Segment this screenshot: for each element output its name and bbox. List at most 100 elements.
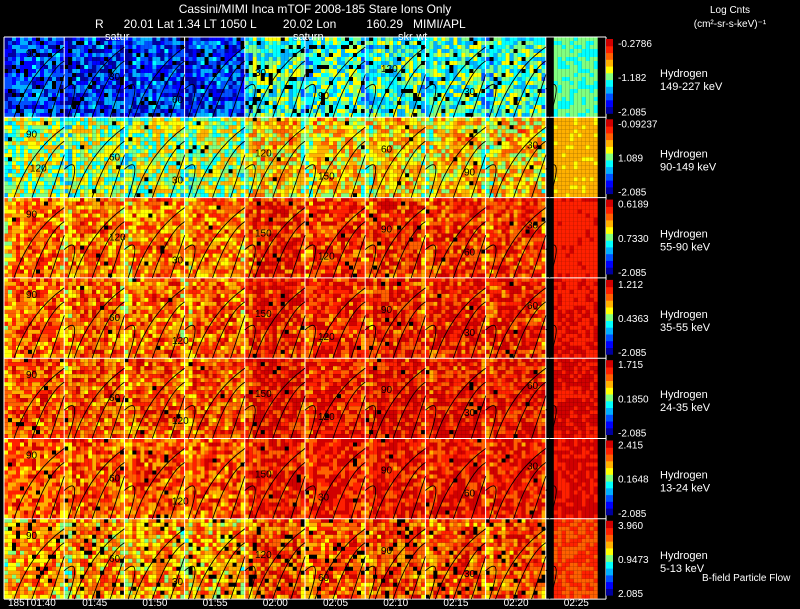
- contour-line: [272, 60, 306, 118]
- contour-line: [314, 528, 366, 600]
- contour-line: [272, 381, 306, 439]
- energy-label: 55-90 keV: [660, 242, 711, 254]
- contour-label: 90: [381, 305, 393, 316]
- contour-line: [73, 126, 125, 198]
- time-tick: 02:20: [504, 598, 529, 609]
- contour-line: [73, 367, 125, 439]
- contour-line: [374, 367, 426, 439]
- contour-line: [314, 126, 366, 198]
- contour-line: [31, 542, 65, 600]
- energy-label: 24-35 keV: [660, 402, 711, 414]
- contour-label: 30: [464, 328, 476, 339]
- contour-line: [184, 244, 196, 279]
- colorbar-max: -0.09237: [618, 119, 658, 130]
- colorbar-mid: 0.1850: [618, 394, 649, 405]
- contour-line: [425, 405, 437, 439]
- contour-label: 30: [464, 87, 476, 98]
- contour-line: [212, 462, 246, 519]
- contour-label: 150: [255, 229, 272, 240]
- contour-line: [124, 324, 136, 359]
- heatmap-row-3: [4, 277, 606, 358]
- contour-label: 60: [172, 95, 184, 106]
- contour-line: [124, 565, 136, 600]
- contour-line: [151, 60, 185, 118]
- contour-label: 150: [255, 389, 272, 400]
- contour-line: [485, 164, 497, 198]
- contour-line: [332, 301, 366, 359]
- contour-label: 60: [109, 152, 121, 163]
- contour-line: [304, 164, 316, 198]
- contour-line: [392, 462, 426, 519]
- time-tick: 02:05: [323, 598, 348, 609]
- contour-label: 120: [318, 252, 335, 263]
- contour-line: [254, 46, 306, 118]
- contour-label: 30: [255, 68, 267, 79]
- contour-line: [184, 164, 196, 198]
- contour-label: 150: [255, 470, 272, 481]
- contour-line: [495, 367, 547, 439]
- contour-line: [495, 528, 547, 600]
- contour-line: [392, 140, 426, 198]
- contour-line: [425, 565, 437, 600]
- contour-line: [513, 60, 547, 118]
- contour-line: [374, 448, 426, 519]
- contour-line: [485, 485, 497, 519]
- contour-line: [374, 126, 426, 198]
- contour-label: 120: [172, 497, 189, 508]
- contour-line: [364, 565, 376, 600]
- contour-line: [91, 60, 125, 118]
- contour-line: [304, 405, 316, 439]
- contour-line: [332, 140, 366, 198]
- contour-line: [91, 542, 125, 600]
- contour-line: [63, 244, 75, 279]
- contour-label: 90: [381, 466, 393, 477]
- chart-title: Cassini/MIMI Inca mTOF 2008-185 Stare Io…: [179, 2, 452, 16]
- contour-line: [495, 448, 547, 519]
- contour-line: [31, 140, 65, 198]
- contour-line: [392, 221, 426, 279]
- contour-line: [194, 207, 246, 279]
- contour-line: [485, 244, 497, 279]
- contour-line: [31, 301, 65, 359]
- contour-line: [91, 221, 125, 279]
- colorbar-min: -2.085: [618, 429, 647, 440]
- contour-line: [133, 46, 185, 118]
- colorbar-max: 0.6189: [618, 200, 649, 211]
- colorbar-4: 1.715 0.1850 -2.085: [606, 360, 649, 440]
- contour-line: [545, 244, 557, 279]
- contour-line: [254, 367, 306, 439]
- contour-line: [73, 287, 125, 359]
- contour-line: [332, 221, 366, 279]
- energy-label: 35-55 keV: [660, 322, 711, 334]
- contour-line: [254, 528, 306, 600]
- contour-line: [545, 565, 557, 600]
- contour-line: [13, 367, 65, 439]
- contour-label: 120: [381, 64, 398, 75]
- contour-line: [545, 485, 557, 519]
- contour-line: [151, 381, 185, 439]
- contour-line: [184, 565, 196, 600]
- contour-line: [272, 140, 306, 198]
- contour-label: 90: [381, 546, 393, 557]
- time-tick: 02:10: [383, 598, 408, 609]
- contour-line: [513, 542, 547, 600]
- contour-line: [194, 126, 246, 198]
- contour-line: [425, 485, 437, 519]
- contour-label: 120: [255, 148, 272, 159]
- colorbar-min: 2.085: [618, 589, 643, 600]
- contour-line: [73, 528, 125, 600]
- energy-label: 5-13 keV: [660, 563, 705, 575]
- colorbar-max: 2.415: [618, 441, 643, 452]
- contour-line: [194, 46, 246, 118]
- contour-line: [485, 565, 497, 600]
- contour-line: [434, 528, 486, 600]
- contour-label: 90: [26, 290, 38, 301]
- time-tick: 02:25: [564, 598, 589, 609]
- contour-line: [513, 381, 547, 439]
- contour-line: [314, 287, 366, 359]
- contour-line: [452, 60, 486, 118]
- contour-line: [91, 140, 125, 198]
- colorbar-min: -2.085: [618, 188, 647, 199]
- contour-label: 90: [26, 531, 38, 542]
- time-tick: 02:00: [263, 598, 288, 609]
